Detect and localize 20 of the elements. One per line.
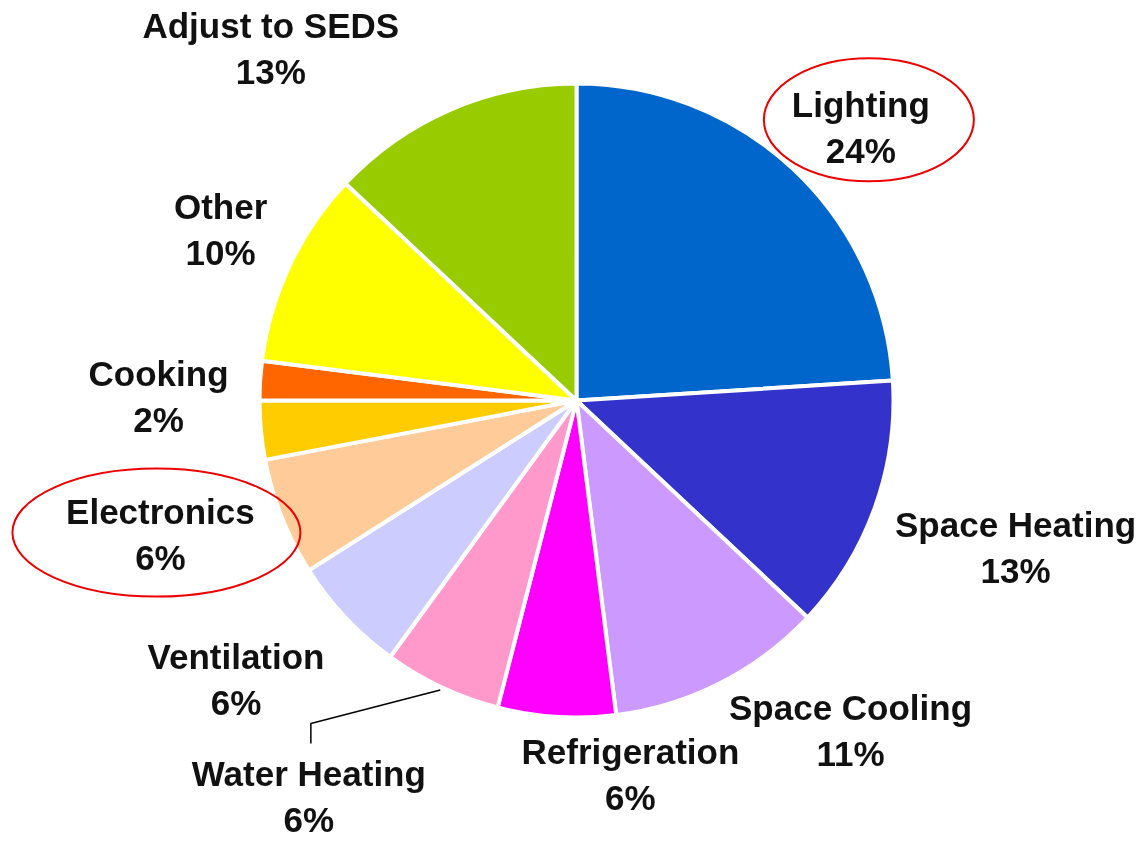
data-label: 6% xyxy=(135,537,186,577)
data-label: 6% xyxy=(283,800,335,840)
slice-label: Water Heating xyxy=(191,754,426,794)
slice-label: Refrigeration xyxy=(521,732,740,772)
data-label: 10% xyxy=(185,232,256,272)
slice-label: Space Cooling xyxy=(728,688,973,728)
data-label: 2% xyxy=(133,400,184,440)
slice-label: Ventilation xyxy=(147,636,325,676)
data-label: 24% xyxy=(825,131,896,171)
slice-label: Adjust to SEDS xyxy=(142,6,400,46)
slice-label: Electronics xyxy=(66,491,255,531)
slice-label: Cooking xyxy=(88,354,229,394)
data-label: 6% xyxy=(605,778,656,818)
slice-label: Lighting xyxy=(791,85,930,125)
data-label: 13% xyxy=(980,550,1051,590)
data-label: 6% xyxy=(210,682,262,722)
slice-label: Other xyxy=(173,186,268,226)
slice-label: Space Heating xyxy=(894,504,1137,544)
data-label: 13% xyxy=(235,52,306,92)
data-label: 11% xyxy=(816,734,885,774)
